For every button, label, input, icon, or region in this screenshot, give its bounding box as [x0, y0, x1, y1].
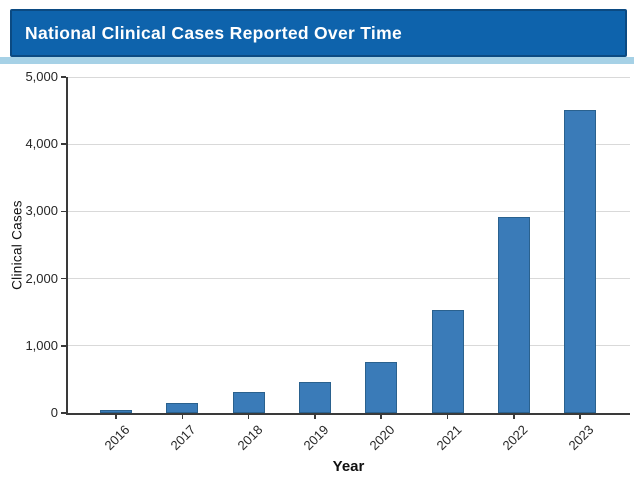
x-tick-mark	[181, 414, 184, 419]
x-tick-mark	[579, 414, 581, 419]
bar-2018	[232, 391, 265, 413]
x-tick-mark	[513, 414, 515, 419]
title-banner: National Clinical Cases Reported Over Ti…	[10, 9, 627, 57]
x-tick-label-2020: 2020	[366, 422, 398, 454]
x-tick-label-2019: 2019	[300, 422, 332, 454]
separator-strip	[0, 57, 634, 64]
y-tick-label-0: 0	[50, 405, 58, 420]
y-tick-mark	[61, 143, 66, 145]
bar-2016	[100, 409, 132, 413]
x-tick-label-2023: 2023	[565, 422, 597, 454]
x-tick-mark	[446, 414, 449, 419]
bar-chart: Clinical Cases Year 0 1,000 2,000 3,000 4,00…	[0, 64, 634, 483]
x-tick-label-2021: 2021	[433, 422, 465, 454]
x-tick-mark	[247, 414, 250, 419]
x-tick-label-2016: 2016	[101, 422, 133, 454]
y-tick-label-4,000: 4,000	[25, 136, 58, 152]
gridline-4000	[67, 143, 630, 145]
y-tick-label-5,000: 5,000	[25, 69, 58, 84]
bar-2020	[365, 362, 398, 413]
x-tick-label-2017: 2017	[167, 422, 199, 454]
bar-2019	[298, 382, 331, 413]
y-tick-label-2,000: 2,000	[25, 270, 58, 286]
gridline-5000	[67, 76, 630, 78]
y-tick-mark	[61, 210, 66, 213]
plot-area	[67, 76, 630, 413]
y-tick-label-3,000: 3,000	[25, 203, 58, 219]
y-axis-line	[66, 77, 68, 414]
x-tick-mark	[115, 414, 117, 419]
x-axis-line	[66, 413, 630, 415]
y-tick-mark	[61, 76, 66, 78]
x-axis-title: Year	[332, 458, 365, 475]
gridline-2000	[67, 278, 630, 280]
y-tick-mark	[61, 277, 66, 280]
y-tick-mark	[61, 345, 66, 347]
x-tick-mark	[314, 414, 316, 419]
x-tick-mark	[380, 414, 382, 419]
y-tick-label-1,000: 1,000	[25, 337, 58, 353]
x-tick-label-2022: 2022	[499, 422, 531, 454]
chart-title: National Clinical Cases Reported Over Ti…	[25, 22, 402, 43]
y-tick-mark	[61, 412, 66, 414]
bar-2023	[564, 110, 597, 413]
gridline-1000	[67, 345, 630, 347]
gridline-3000	[67, 210, 630, 212]
bar-2021	[431, 310, 464, 413]
bar-2017	[166, 402, 199, 413]
x-tick-label-2018: 2018	[234, 422, 266, 454]
bar-2022	[497, 217, 530, 413]
